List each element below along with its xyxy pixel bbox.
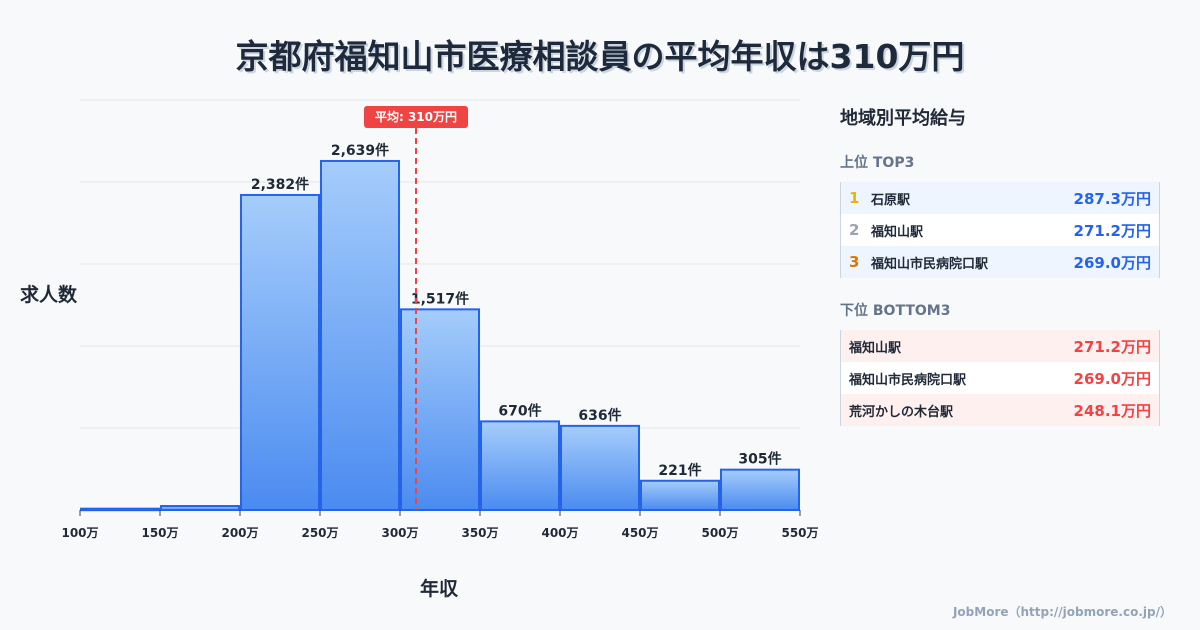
station-name: 福知山市民病院口駅 — [849, 372, 967, 388]
bar-value-label: 1,517件 — [411, 290, 469, 307]
salary-value: 269.0万円 — [1073, 253, 1151, 272]
bar-value-label: 305件 — [738, 451, 781, 468]
salary-value: 269.0万円 — [1073, 369, 1151, 388]
histogram-bar — [320, 159, 400, 511]
bottom3-table: 福知山駅 271.2万円 福知山市民病院口駅 269.0万円 荒河かしの木台駅 248… — [840, 330, 1160, 426]
x-axis-label: 年収 — [420, 578, 459, 600]
histogram-bar — [640, 479, 720, 511]
table-row: 1 石原駅 287.3万円 — [841, 182, 1159, 214]
average-badge — [364, 106, 468, 128]
histogram-chart: 2,382件 2,639件 1,517件 670件 636件 221件 305件 100万 15… — [61, 99, 819, 540]
top3-table: 1 石原駅 287.3万円 2 福知山駅 271.2万円 3 福知山市民病院口駅 269.0… — [840, 182, 1160, 278]
histogram-bar — [400, 308, 480, 511]
station-name: 石原駅 — [871, 192, 911, 208]
x-tick-label: 100万 — [61, 526, 98, 540]
bar-value-label: 221件 — [658, 462, 701, 479]
histogram-bar — [160, 505, 240, 511]
salary-value: 248.1万円 — [1073, 401, 1151, 420]
x-tick-label: 400万 — [541, 526, 578, 540]
salary-value: 271.2万円 — [1073, 221, 1151, 240]
table-row: 2 福知山駅 271.2万円 — [841, 214, 1159, 246]
x-tick-label: 150万 — [141, 526, 178, 540]
x-tick-label: 300万 — [381, 526, 418, 540]
x-tick-label: 200万 — [221, 526, 258, 540]
histogram-bar — [240, 193, 320, 511]
regional-salary-panel: 地域別平均給与 上位 TOP3 1 石原駅 287.3万円 2 福知山駅 271.2万円… — [840, 104, 1160, 448]
bar-value-label: 670件 — [498, 402, 541, 419]
histogram-bar — [560, 424, 640, 512]
rank: 2 — [849, 221, 860, 239]
station-name: 福知山駅 — [849, 340, 902, 356]
page-title: 京都府福知山市医療相談員の平均年収は310万円 — [235, 37, 965, 76]
station-name: 荒河かしの木台駅 — [849, 404, 954, 420]
station-name: 福知山駅 — [871, 224, 924, 240]
table-row: 福知山駅 271.2万円 — [841, 330, 1159, 362]
x-tick-label: 350万 — [461, 526, 498, 540]
bar-value-label: 636件 — [578, 407, 621, 424]
rank: 1 — [849, 189, 860, 207]
bottom3-heading: 下位 BOTTOM3 — [840, 303, 951, 319]
rank: 3 — [849, 253, 860, 271]
x-tick-label: 550万 — [781, 526, 818, 540]
table-row: 福知山市民病院口駅 269.0万円 — [841, 362, 1159, 394]
bar-value-label: 2,382件 — [251, 176, 309, 193]
table-row: 荒河かしの木台駅 248.1万円 — [841, 394, 1159, 426]
y-axis-label: 求人数 — [20, 284, 78, 306]
average-label: 平均: 310万円 — [375, 109, 457, 124]
x-tick-label: 250万 — [301, 526, 338, 540]
salary-value: 287.3万円 — [1073, 189, 1151, 208]
credit-text: JobMore（http://jobmore.co.jp/） — [952, 605, 1172, 619]
x-tick-label: 450万 — [621, 526, 658, 540]
panel-title: 地域別平均給与 — [840, 108, 966, 129]
station-name: 福知山市民病院口駅 — [871, 256, 989, 272]
histogram-bar — [720, 468, 800, 511]
bar-value-label: 2,639件 — [331, 142, 389, 159]
x-tick-label: 500万 — [701, 526, 738, 540]
table-row: 3 福知山市民病院口駅 269.0万円 — [841, 246, 1159, 278]
top3-heading: 上位 TOP3 — [840, 155, 915, 171]
salary-value: 271.2万円 — [1073, 337, 1151, 356]
histogram-bar — [80, 507, 160, 512]
histogram-bar — [480, 420, 560, 511]
